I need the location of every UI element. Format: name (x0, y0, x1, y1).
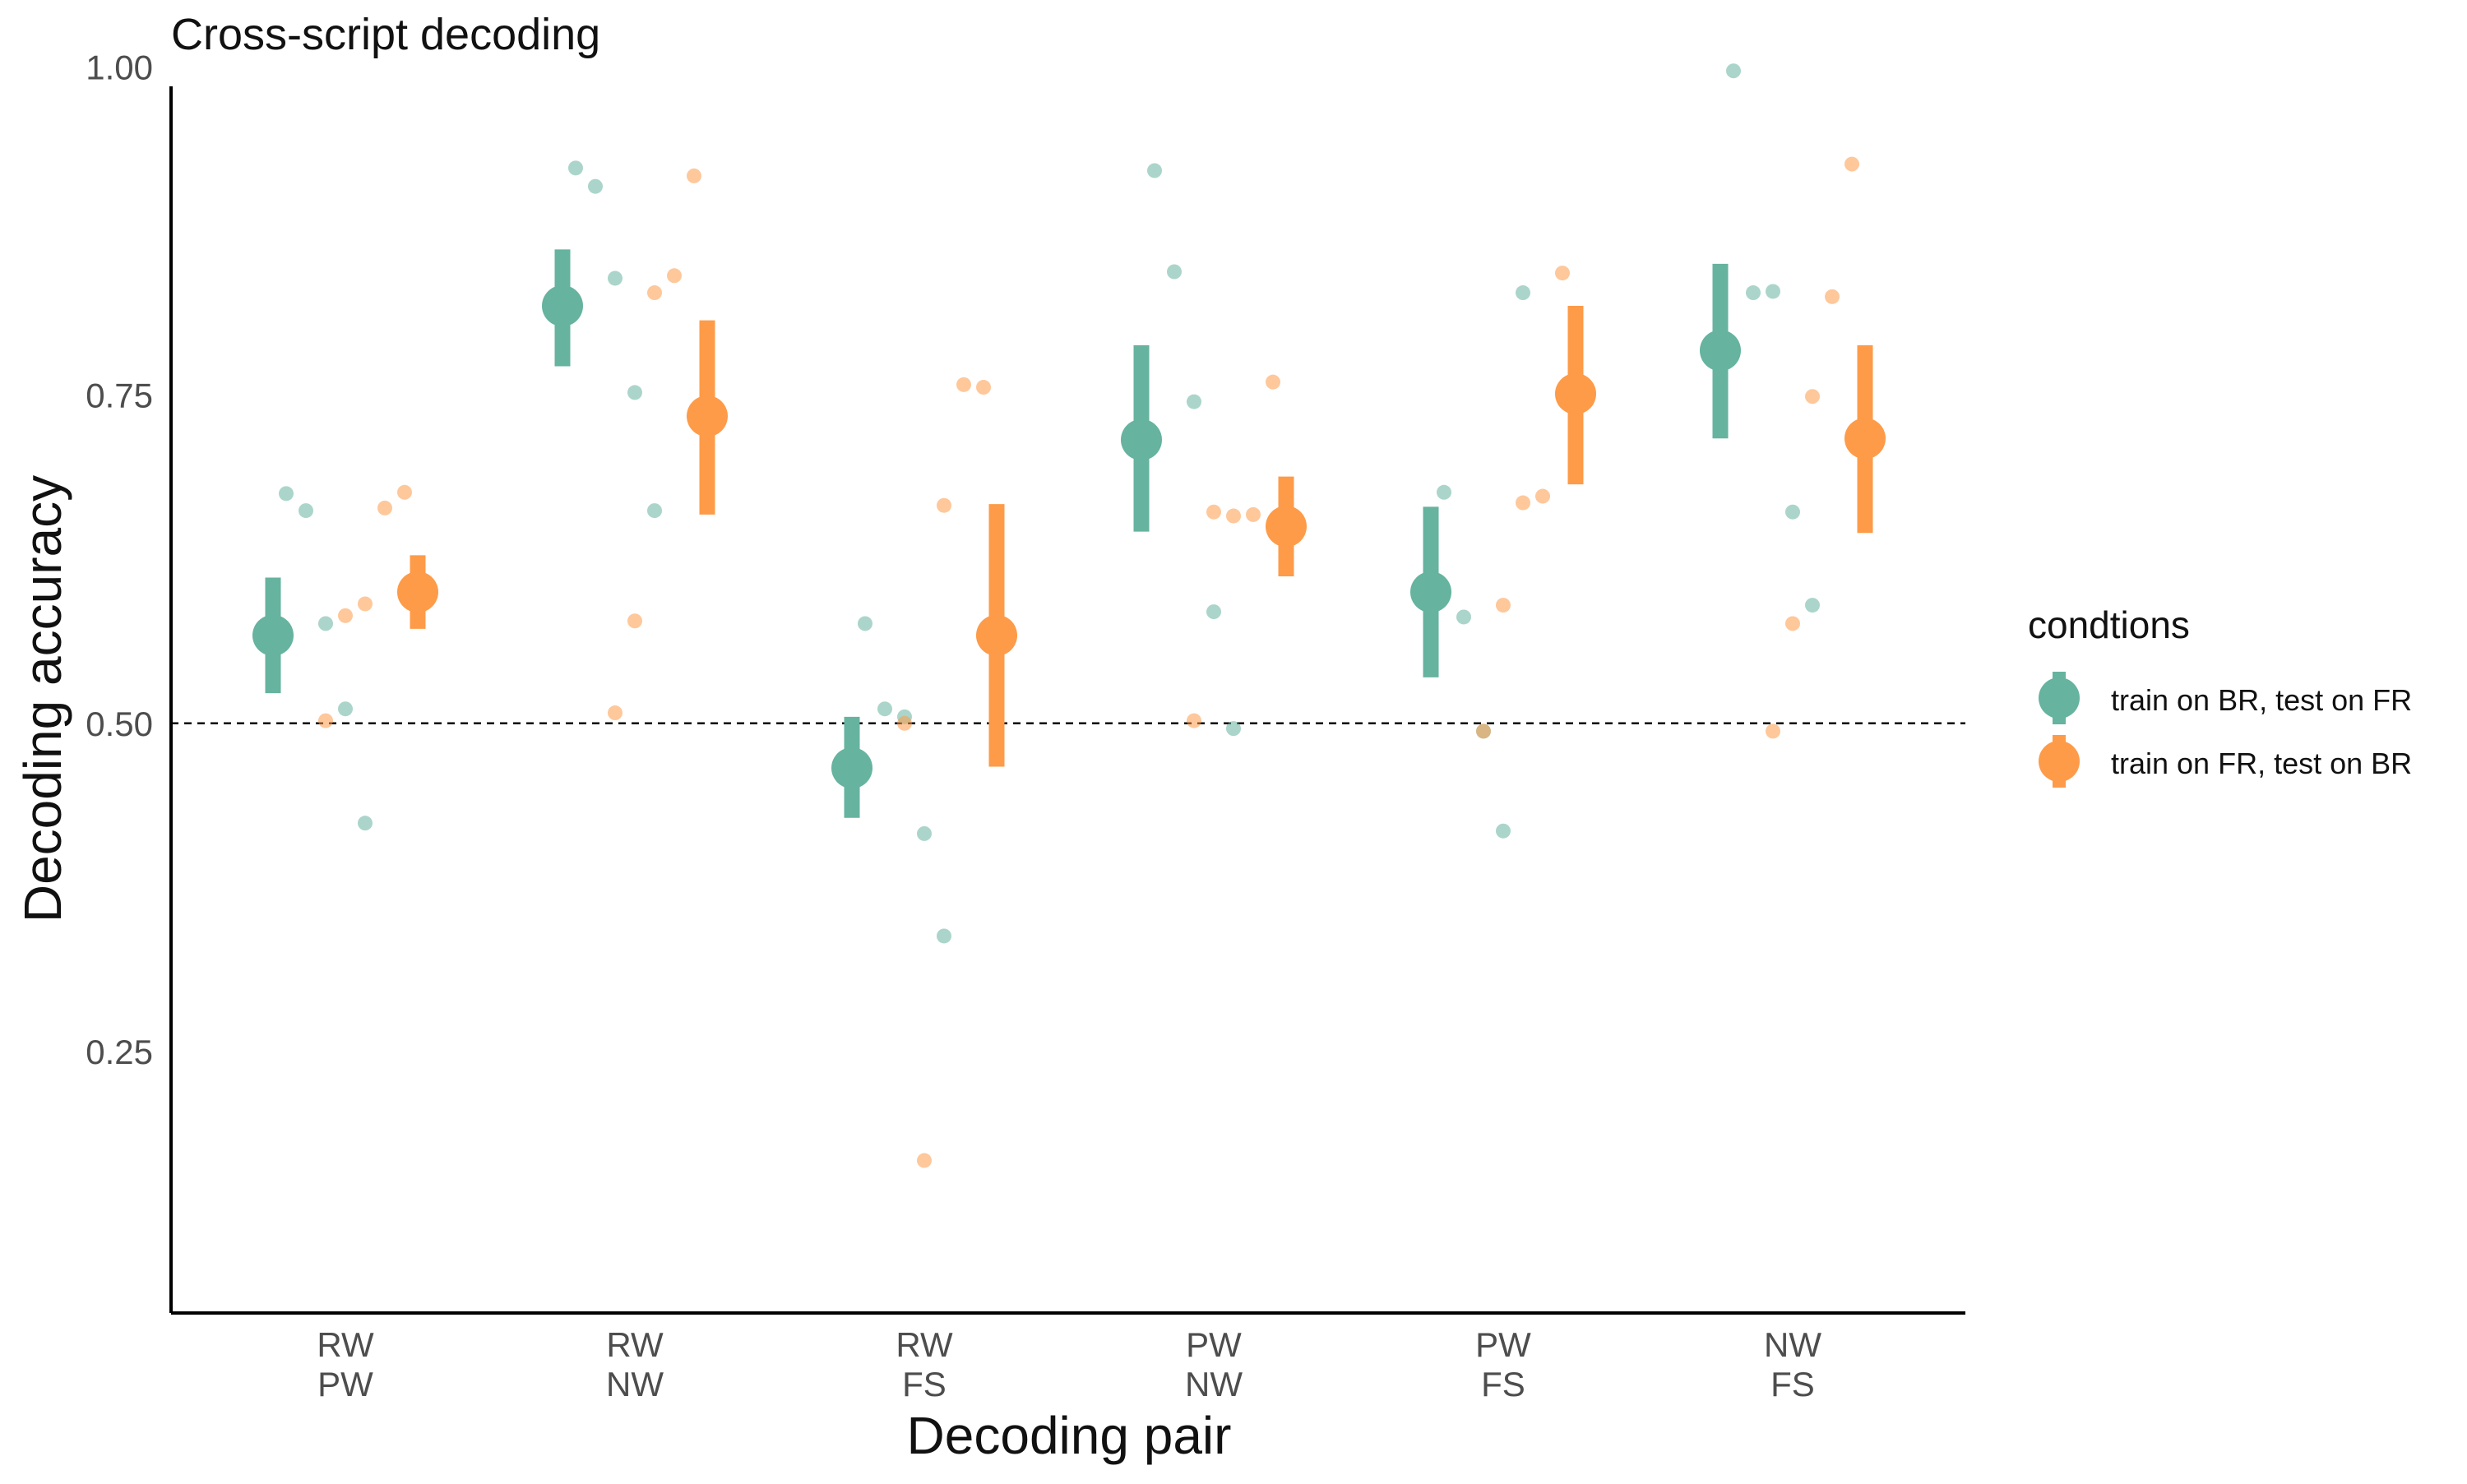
mean-point (1555, 373, 1596, 415)
individual-point (568, 160, 583, 176)
individual-point (1167, 264, 1182, 280)
individual-point (877, 701, 892, 717)
mean-point (1266, 506, 1307, 548)
individual-point (1746, 285, 1761, 301)
individual-point (1785, 616, 1800, 631)
x-tick-label: RW PW (317, 1325, 374, 1403)
individual-point (1147, 163, 1162, 178)
legend: train on BR, test on FR train on FR, test… (2039, 672, 2412, 788)
individual-point (1516, 285, 1530, 301)
individual-point (937, 497, 951, 513)
individual-point (1226, 508, 1241, 524)
legend-label: train on BR, test on FR (2111, 683, 2412, 717)
individual-point (1766, 284, 1780, 299)
individual-point (608, 270, 623, 286)
individual-point (937, 928, 951, 944)
individual-point (318, 616, 333, 631)
mean-point (397, 571, 438, 613)
individual-point (1535, 488, 1550, 504)
mean-point (831, 747, 872, 789)
individual-point (687, 168, 701, 183)
legend-key-point (2039, 741, 2080, 782)
individual-point (588, 178, 603, 194)
individual-point (1187, 394, 1201, 409)
individual-point (1437, 484, 1451, 500)
individual-point (338, 608, 353, 623)
y-tick-label: 0.25 (86, 1033, 153, 1071)
individual-point (1496, 598, 1511, 613)
individual-point (1476, 724, 1491, 739)
individual-point (1555, 266, 1570, 281)
individual-point (318, 713, 333, 728)
mean-point (1700, 330, 1741, 372)
y-axis-title: Decoding accuracy (13, 475, 72, 922)
individual-point (956, 377, 971, 392)
mean-point (687, 395, 728, 437)
mean-point (542, 285, 583, 327)
individual-point (897, 715, 912, 731)
individual-point (647, 503, 662, 519)
individual-point (1496, 823, 1511, 839)
x-tick-label: NW FS (1764, 1325, 1821, 1403)
individual-point (647, 285, 662, 301)
individual-point (627, 613, 642, 629)
individual-point (1805, 389, 1820, 405)
individual-point (1825, 289, 1840, 304)
individual-point (358, 816, 373, 831)
mean-point (976, 614, 1017, 656)
individual-point (299, 503, 313, 519)
individual-point (917, 1153, 932, 1168)
individual-point (667, 268, 682, 284)
individual-point (1785, 504, 1800, 520)
individual-point (1766, 724, 1780, 739)
individual-point (917, 825, 932, 841)
individual-point (1805, 598, 1820, 613)
individual-point (1516, 495, 1530, 511)
individual-point (1266, 374, 1280, 390)
individual-point (358, 596, 373, 612)
x-tick-label: PW FS (1475, 1325, 1531, 1403)
individual-point (608, 705, 623, 721)
legend-key-point (2039, 677, 2080, 719)
individual-point (1226, 721, 1241, 737)
individual-point (279, 486, 294, 502)
individual-point (1726, 63, 1741, 79)
individual-point (377, 500, 392, 515)
individual-point (397, 484, 412, 500)
y-tick-label: 0.50 (86, 705, 153, 743)
individual-point (1187, 713, 1201, 728)
individual-point (338, 701, 353, 717)
mean-point (1410, 571, 1451, 613)
individual-point (1246, 506, 1261, 522)
individual-point (1456, 609, 1471, 625)
plot-area: 0.25 0.50 0.75 1.00 RW PW RW NW RW FS PW NW PW FS NW FS (86, 48, 1965, 1403)
x-axis-title: Decoding pair (907, 1406, 1232, 1465)
mean-point (1121, 418, 1162, 460)
mean-point (1844, 418, 1886, 460)
individual-point (1206, 504, 1221, 520)
legend-title: condtions (2028, 603, 2190, 646)
y-tick-label: 1.00 (86, 48, 153, 86)
chart-title: Cross-script decoding (171, 10, 600, 59)
individual-point (627, 385, 642, 400)
individual-point (858, 616, 872, 631)
x-tick-label: RW NW (606, 1325, 664, 1403)
x-tick-label: RW FS (896, 1325, 953, 1403)
legend-label: train on FR, test on BR (2111, 747, 2412, 780)
mean-point (252, 614, 294, 656)
x-tick-label: PW NW (1185, 1325, 1243, 1403)
y-tick-label: 0.75 (86, 377, 153, 415)
individual-point (1206, 604, 1221, 620)
individual-point (976, 380, 991, 395)
individual-point (1844, 156, 1859, 172)
